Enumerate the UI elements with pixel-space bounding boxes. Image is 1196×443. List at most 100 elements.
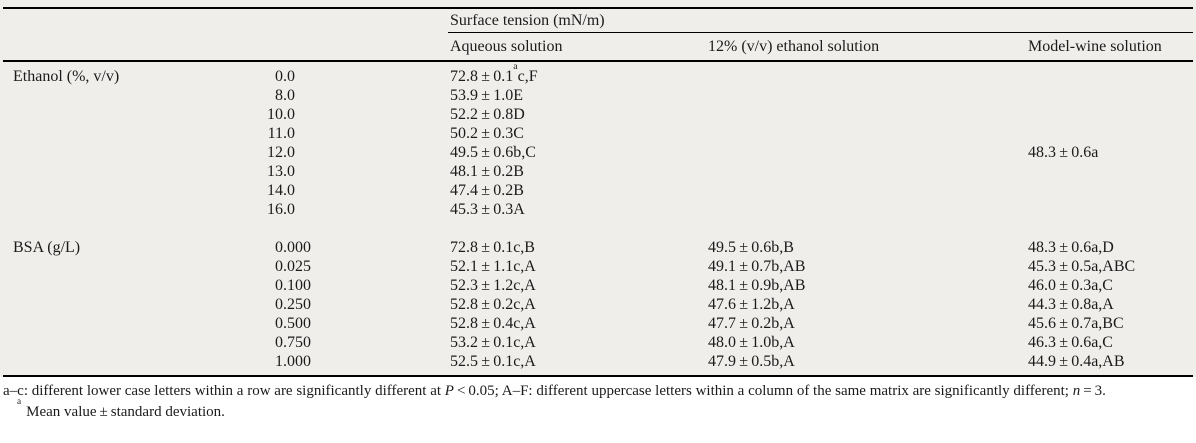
text-fragment: 48.1 ± 0.9b,AB bbox=[708, 277, 806, 294]
table-row: 0.250 52.8 ± 0.2c,A 47.6 ± 1.2b,A 44.3 ± 0.… bbox=[0, 295, 1196, 314]
table-row: 0.500 52.8 ± 0.4c,A 47.7 ± 0.2b,A 45.6 ± 0.… bbox=[0, 314, 1196, 333]
text-fragment: 52.1 ± 1.1c,A bbox=[450, 258, 536, 275]
cell-aqueous-solution: 52.8 ± 0.4c,A bbox=[450, 314, 536, 333]
cell-aqueous-solution: 72.8 ± 0.1ac,F bbox=[450, 62, 538, 86]
text-fragment: 48.1 ± 0.2B bbox=[450, 163, 524, 180]
text-fragment: 44.9 ± 0.4a,AB bbox=[1028, 353, 1125, 370]
concentration-fraction: .000 bbox=[283, 239, 311, 256]
concentration-fraction: .100 bbox=[283, 277, 311, 294]
table-row: 0.025 52.1 ± 1.1c,A 49.1 ± 0.7b,AB 45.3 ± 0… bbox=[0, 257, 1196, 276]
text-fragment: 46.3 ± 0.6a,C bbox=[1028, 334, 1113, 351]
concentration-integer: 0 bbox=[275, 68, 283, 85]
concentration-fraction: .000 bbox=[283, 353, 311, 370]
cell-model-wine-solution: 45.6 ± 0.7a,BC bbox=[1028, 314, 1124, 333]
text-fragment: 53.9 ± 1.0E bbox=[450, 87, 523, 104]
column-header-aqueous-solution: Aqueous solution bbox=[450, 38, 563, 55]
cell-model-wine-solution: 46.3 ± 0.6a,C bbox=[1028, 333, 1113, 352]
footnote-significance: a–c: different lower case letters within… bbox=[3, 381, 1193, 402]
cell-model-wine-solution: 44.9 ± 0.4a,AB bbox=[1028, 352, 1125, 371]
cell-aqueous-solution: 49.5 ± 0.6b,C bbox=[450, 143, 536, 162]
table-row: 0.750 53.2 ± 0.1c,A 48.0 ± 1.0b,A 46.3 ± 0.… bbox=[0, 333, 1196, 352]
text-fragment: 47.6 ± 1.2b,A bbox=[708, 296, 795, 313]
cell-aqueous-solution: 72.8 ± 0.1c,B bbox=[450, 238, 535, 257]
table-row: 8.0 53.9 ± 1.0E bbox=[0, 86, 1196, 105]
cell-aqueous-solution: 45.3 ± 0.3A bbox=[450, 200, 525, 219]
table-row: 14.0 47.4 ± 0.2B bbox=[0, 181, 1196, 200]
concentration-integer: 8 bbox=[275, 87, 283, 104]
text-fragment: 53.2 ± 0.1c,A bbox=[450, 334, 536, 351]
table-row: Ethanol (%, v/v) 0.0 72.8 ± 0.1ac,F bbox=[0, 62, 1196, 86]
footnote-marker-a: a bbox=[17, 397, 22, 408]
cell-aqueous-solution: 52.8 ± 0.2c,A bbox=[450, 295, 536, 314]
text-fragment: 52.3 ± 1.2c,A bbox=[450, 277, 536, 294]
table-row: 1.000 52.5 ± 0.1c,A 47.9 ± 0.5b,A 44.9 ± 0.… bbox=[0, 352, 1196, 371]
column-group-header: Surface tension (mN/m) bbox=[450, 12, 605, 29]
concentration-integer: 11 bbox=[267, 125, 283, 142]
concentration-integer: 0 bbox=[275, 296, 283, 313]
text-fragment: 72.8 ± 0.1 bbox=[450, 68, 514, 85]
text-fragment: n bbox=[1072, 383, 1081, 399]
table-row: 16.0 45.3 ± 0.3A bbox=[0, 200, 1196, 219]
concentration-integer: 14 bbox=[267, 182, 283, 199]
text-fragment: 52.8 ± 0.2c,A bbox=[450, 296, 536, 313]
table-row: 12.0 49.5 ± 0.6b,C 48.3 ± 0.6a bbox=[0, 143, 1196, 162]
concentration-fraction: .0 bbox=[283, 182, 295, 199]
concentration-fraction: .0 bbox=[283, 87, 295, 104]
text-fragment: 45.3 ± 0.3A bbox=[450, 201, 525, 218]
table-footnotes: a–c: different lower case letters within… bbox=[3, 381, 1193, 422]
cell-aqueous-solution: 53.2 ± 0.1c,A bbox=[450, 333, 536, 352]
cell-aqueous-solution: 47.4 ± 0.2B bbox=[450, 181, 524, 200]
text-fragment: < 0.05; A–F: different uppercase letters… bbox=[453, 383, 1073, 399]
text-fragment: 44.3 ± 0.8a,A bbox=[1028, 296, 1114, 313]
text-fragment: 48.3 ± 0.6a bbox=[1028, 144, 1099, 161]
concentration-value: 0.750 bbox=[227, 333, 311, 352]
cell-aqueous-solution: 50.2 ± 0.3C bbox=[450, 124, 524, 143]
concentration-value: 0.500 bbox=[227, 314, 311, 333]
text-fragment: 72.8 ± 0.1c,B bbox=[450, 239, 535, 256]
concentration-integer: 16 bbox=[267, 201, 283, 218]
table-top-rule bbox=[3, 7, 1193, 9]
text-fragment: 47.9 ± 0.5b,A bbox=[708, 353, 795, 370]
text-fragment: 50.2 ± 0.3C bbox=[450, 125, 524, 142]
table-row: BSA (g/L) 0.000 72.8 ± 0.1c,B 49.5 ± 0.6b,B… bbox=[0, 238, 1196, 257]
concentration-value: 14.0 bbox=[227, 181, 295, 200]
text-fragment: 52.8 ± 0.4c,A bbox=[450, 315, 536, 332]
text-fragment: 47.4 ± 0.2B bbox=[450, 182, 524, 199]
concentration-value: 11.0 bbox=[227, 124, 295, 143]
cell-model-wine-solution: 46.0 ± 0.3a,C bbox=[1028, 276, 1113, 295]
text-fragment: c,F bbox=[517, 68, 538, 85]
concentration-integer: 0 bbox=[275, 315, 283, 332]
concentration-fraction: .0 bbox=[283, 163, 295, 180]
concentration-fraction: .0 bbox=[283, 144, 295, 161]
concentration-value: 1.000 bbox=[227, 352, 311, 371]
cell-12-ethanol-solution: 47.6 ± 1.2b,A bbox=[708, 295, 795, 314]
cell-aqueous-solution: 52.1 ± 1.1c,A bbox=[450, 257, 536, 276]
text-fragment: 49.1 ± 0.7b,AB bbox=[708, 258, 806, 275]
header-separator-rule bbox=[3, 60, 1193, 62]
concentration-fraction: .250 bbox=[283, 296, 311, 313]
cell-12-ethanol-solution: 47.9 ± 0.5b,A bbox=[708, 352, 795, 371]
cell-aqueous-solution: 48.1 ± 0.2B bbox=[450, 162, 524, 181]
concentration-integer: 0 bbox=[275, 239, 283, 256]
concentration-integer: 1 bbox=[275, 353, 283, 370]
concentration-fraction: .500 bbox=[283, 315, 311, 332]
cell-aqueous-solution: 52.5 ± 0.1c,A bbox=[450, 352, 536, 371]
cell-aqueous-solution: 52.3 ± 1.2c,A bbox=[450, 276, 536, 295]
cell-12-ethanol-solution: 47.7 ± 0.2b,A bbox=[708, 314, 795, 333]
footnote-mean-text: Mean value ± standard deviation. bbox=[26, 403, 225, 420]
column-header-12-ethanol-solution: 12% (v/v) ethanol solution bbox=[708, 38, 880, 55]
cell-aqueous-solution: 53.9 ± 1.0E bbox=[450, 86, 523, 105]
section-spacer bbox=[0, 219, 1196, 238]
table-row: 13.0 48.1 ± 0.2B bbox=[0, 162, 1196, 181]
text-fragment: P bbox=[444, 383, 454, 399]
cell-12-ethanol-solution: 48.1 ± 0.9b,AB bbox=[708, 276, 805, 295]
cell-12-ethanol-solution: 48.0 ± 1.0b,A bbox=[708, 333, 795, 352]
concentration-integer: 0 bbox=[275, 277, 283, 294]
cell-model-wine-solution: 48.3 ± 0.6a,D bbox=[1028, 238, 1114, 257]
text-fragment: 46.0 ± 0.3a,C bbox=[1028, 277, 1113, 294]
concentration-integer: 0 bbox=[275, 258, 283, 275]
concentration-fraction: .0 bbox=[283, 68, 295, 85]
text-fragment: 49.5 ± 0.6b,B bbox=[708, 239, 794, 256]
footnote-mean-value: a Mean value ± standard deviation. bbox=[3, 398, 1193, 423]
